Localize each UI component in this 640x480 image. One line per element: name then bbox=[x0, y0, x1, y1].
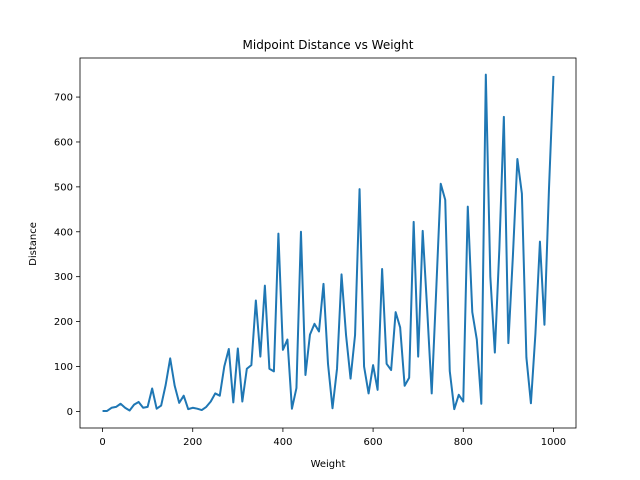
y-tick-label: 700 bbox=[54, 93, 73, 104]
y-tick-label: 100 bbox=[54, 362, 73, 373]
x-tick-label: 1000 bbox=[541, 437, 566, 448]
x-axis-ticks: 0 200 400 600 800 1000 bbox=[99, 428, 566, 448]
y-tick-label: 600 bbox=[54, 137, 73, 148]
y-tick-label: 500 bbox=[54, 182, 73, 193]
y-tick-label: 0 bbox=[67, 407, 73, 418]
axes-frame bbox=[79, 57, 577, 429]
y-axis-ticks: 0 100 200 300 400 500 600 700 bbox=[54, 93, 80, 418]
x-tick-label: 0 bbox=[99, 437, 105, 448]
x-tick-label: 800 bbox=[454, 437, 473, 448]
y-tick-label: 400 bbox=[54, 227, 73, 238]
chart-title: Midpoint Distance vs Weight bbox=[243, 38, 414, 52]
y-tick-label: 200 bbox=[54, 317, 73, 328]
x-tick-label: 400 bbox=[273, 437, 292, 448]
series-line-0 bbox=[102, 73, 555, 412]
x-axis-label: Weight bbox=[311, 459, 346, 470]
plot-area bbox=[79, 57, 577, 429]
x-tick-label: 600 bbox=[364, 437, 383, 448]
x-tick-label: 200 bbox=[183, 437, 202, 448]
y-axis-label: Distance bbox=[28, 222, 39, 266]
y-tick-label: 300 bbox=[54, 272, 73, 283]
